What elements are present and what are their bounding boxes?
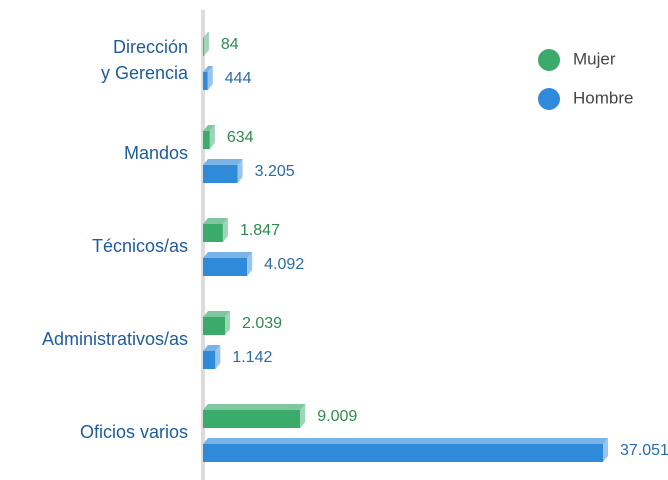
bar [203, 38, 204, 56]
bar-top [203, 345, 221, 351]
category-label: Mandos [123, 143, 188, 163]
bar [203, 72, 208, 90]
value-label: 1.142 [232, 349, 272, 366]
bar [203, 224, 223, 242]
value-label: 4.092 [264, 256, 304, 273]
bar [203, 410, 301, 428]
bar [203, 351, 216, 369]
bar-side [207, 66, 213, 90]
axis-line [201, 10, 205, 480]
value-label: 9.009 [317, 408, 357, 425]
bar-side [203, 32, 209, 56]
bar [203, 258, 248, 276]
value-label: 84 [221, 36, 239, 53]
bar-side [237, 159, 243, 183]
bar-side [247, 252, 253, 276]
bar-side [300, 404, 306, 428]
bar-top [203, 125, 215, 131]
bar [203, 444, 603, 462]
bar-side [215, 345, 221, 369]
category-label: Técnicos/as [91, 236, 188, 256]
bar-top [203, 32, 209, 38]
bar-top [203, 252, 253, 258]
bar-top [203, 66, 213, 72]
value-label: 1.847 [240, 222, 280, 239]
category-label: Dirección y Gerencia [100, 37, 188, 83]
bar-top [203, 404, 306, 410]
bar [203, 131, 210, 149]
bar-top [203, 159, 243, 165]
bar [203, 317, 226, 335]
value-label: 2.039 [242, 315, 282, 332]
bar-top [203, 311, 231, 317]
bar-top [203, 438, 608, 444]
bar-top [203, 218, 228, 224]
category-label: Administrativos/as [41, 329, 188, 349]
bar [203, 165, 238, 183]
value-label: 3.205 [255, 163, 295, 180]
legend-marker [538, 88, 560, 110]
bar-side [225, 311, 231, 335]
legend-label: Mujer [573, 49, 616, 68]
value-label: 444 [225, 70, 252, 87]
category-label: Oficios varios [79, 422, 188, 442]
bar-side [222, 218, 228, 242]
legend-label: Hombre [573, 88, 633, 107]
value-label: 634 [227, 129, 254, 146]
bar-side [209, 125, 215, 149]
legend-marker [538, 49, 560, 71]
value-label: 37.051 [620, 442, 668, 459]
bar-side [603, 438, 608, 462]
